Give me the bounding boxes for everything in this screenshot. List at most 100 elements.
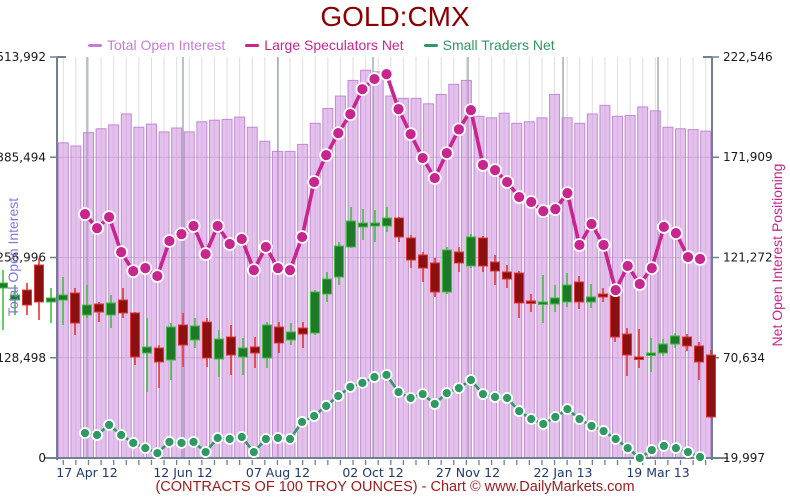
small-traders-net-line-point <box>344 381 357 393</box>
left-axis-tick-label: 128,498 <box>0 351 46 365</box>
total-open-interest-bars <box>57 69 712 459</box>
candle-down <box>622 333 632 356</box>
large-speculators-net-line-point <box>138 261 153 276</box>
x-axis-tick-label: 02 Oct 12 <box>342 465 403 480</box>
chart-caption: (CONTRACTS OF 100 TROY OUNCES) - Chart ©… <box>155 479 635 495</box>
open-interest-bar <box>297 143 309 459</box>
large-speculators-net-line-point <box>693 252 707 266</box>
large-speculators-net-line-point <box>632 277 647 291</box>
large-speculators-net-line-point <box>656 220 671 234</box>
small-traders-net-line-point <box>609 433 622 445</box>
small-traders-net-line-point <box>332 390 345 402</box>
x-axis-labels: 17 Apr 12 12 Jun 12 07 Aug 12 02 Oct 12 27 N… <box>56 460 707 480</box>
small-traders-net-line-point <box>223 433 236 445</box>
candle-down <box>454 251 464 264</box>
candle-up <box>190 325 200 341</box>
open-interest-bar <box>586 113 598 459</box>
candle-down <box>526 300 536 304</box>
small-traders-net-line-point <box>115 429 128 441</box>
small-traders-net-line-point <box>621 442 634 454</box>
small-traders-net-line-point <box>657 440 670 452</box>
open-interest-bar <box>82 132 94 459</box>
small-traders-net-line-point <box>320 400 333 412</box>
large-speculators-net-line-point <box>222 237 237 251</box>
open-interest-bar <box>347 79 359 459</box>
legend-item-total-open-interest: Total Open Interest <box>88 37 225 53</box>
large-speculators-net-swatch-icon <box>245 43 260 47</box>
candle-up <box>346 220 356 248</box>
open-interest-bar <box>196 121 208 459</box>
candle-down <box>154 347 164 363</box>
small-traders-net-line-point <box>428 398 441 410</box>
open-interest-bar <box>360 69 372 459</box>
small-traders-net-line-point <box>670 442 682 454</box>
candle-down <box>694 345 704 363</box>
large-speculators-net-line-point <box>584 217 599 231</box>
open-interest-bar <box>234 116 246 459</box>
large-speculators-net-line-point <box>150 269 165 283</box>
candle-down <box>634 356 644 360</box>
open-interest-bar <box>372 71 384 459</box>
large-speculators-net-line-point <box>114 245 129 259</box>
large-speculators-net-line-point <box>174 227 189 241</box>
small-traders-net-line-point <box>489 391 501 403</box>
large-speculators-net-line-point <box>102 210 117 224</box>
small-traders-net-line-point <box>368 371 381 383</box>
small-traders-net-line-point <box>163 436 176 448</box>
candle-down <box>202 321 212 359</box>
candle-up <box>142 346 152 354</box>
candle-up <box>310 291 320 334</box>
large-speculators-net-line-point <box>620 259 635 273</box>
candle-down <box>574 281 584 303</box>
open-interest-bar <box>246 126 258 459</box>
candle-down <box>118 299 128 314</box>
large-speculators-net-line-point <box>78 207 92 221</box>
large-speculators-net-line-point <box>608 283 623 298</box>
small-traders-net-line-point <box>247 446 260 458</box>
candle-up <box>10 294 20 301</box>
open-interest-bar <box>271 150 283 459</box>
candle-down <box>490 261 500 272</box>
large-speculators-net-line-point <box>331 126 346 141</box>
large-speculators-net-line-point <box>681 250 695 264</box>
small-traders-net-line-point <box>416 388 429 400</box>
small-traders-net-line-point <box>175 437 188 449</box>
open-interest-bar <box>397 97 409 459</box>
candle-up <box>658 343 668 354</box>
small-traders-net-line-point <box>211 432 224 444</box>
candle-down <box>406 237 416 261</box>
large-speculators-net-line-point <box>500 175 515 189</box>
small-traders-net-line-point <box>465 374 477 386</box>
open-interest-bar <box>460 79 472 459</box>
open-interest-bar <box>536 117 548 459</box>
candle-up <box>538 301 548 305</box>
open-interest-bar <box>687 129 699 459</box>
candle-up <box>262 324 272 359</box>
large-speculators-net-line-point <box>355 82 370 97</box>
x-axis-tick-label: 17 Apr 12 <box>56 465 117 480</box>
large-speculators-net-line-point <box>451 122 466 137</box>
small-traders-net-line-point <box>356 377 369 389</box>
left-axis-tick-label: 256,996 <box>0 251 46 265</box>
small-traders-net-line-point <box>477 388 489 400</box>
small-traders-net-line-point <box>392 386 405 398</box>
candle-down <box>706 354 716 418</box>
large-speculators-net-line-point <box>488 163 502 178</box>
large-speculators-net-line-point <box>210 219 225 233</box>
candle-down <box>430 262 440 293</box>
chart-title: GOLD:CMX <box>320 1 470 32</box>
open-interest-bar <box>221 118 233 459</box>
legend-label: Total Open Interest <box>107 37 226 53</box>
candle-up <box>334 245 344 278</box>
large-speculators-net-line-point <box>283 263 297 278</box>
candle-down <box>34 264 44 303</box>
left-axis-tick-label: 385,494 <box>0 150 46 164</box>
small-traders-net-line-point <box>259 433 272 445</box>
open-interest-bar <box>133 126 145 459</box>
large-speculators-net-line-point <box>644 261 659 276</box>
small-traders-net-line-point <box>585 420 598 432</box>
candle-up <box>322 278 332 295</box>
price-candlesticks <box>0 207 716 418</box>
large-speculators-net-line-point <box>560 186 575 201</box>
large-speculators-net-line-point <box>524 195 539 209</box>
